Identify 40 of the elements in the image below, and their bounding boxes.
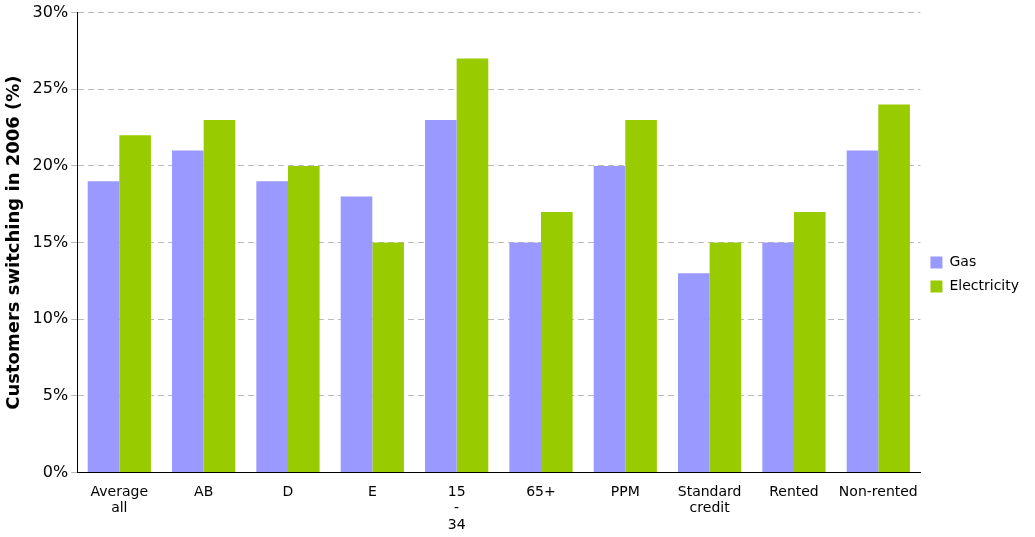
bar — [678, 273, 710, 473]
x-tick-label: AB — [194, 482, 214, 499]
bar — [709, 242, 742, 473]
bar — [878, 104, 910, 473]
y-axis-title: Customers switching in 2006 (%) — [2, 75, 24, 410]
y-tick-label: 15% — [32, 231, 69, 251]
x-tick-label: 15 - 34 — [447, 482, 466, 533]
legend-label: Electricity — [949, 277, 1019, 294]
bar — [256, 181, 288, 473]
x-tick-label: Rented — [769, 482, 819, 499]
y-tick-label: 0% — [42, 461, 69, 481]
x-tick-label: 65+ — [526, 482, 556, 499]
bar — [540, 211, 573, 473]
legend-label: Gas — [949, 253, 977, 270]
bar — [456, 58, 489, 473]
bar — [762, 242, 794, 473]
bar — [625, 119, 657, 473]
x-tick-label: Average all — [90, 482, 149, 516]
bar — [372, 242, 404, 473]
y-tick-label: 25% — [32, 78, 69, 98]
bar — [793, 211, 826, 473]
bar — [846, 150, 879, 473]
x-tick-label: D — [282, 482, 294, 499]
bar — [425, 119, 457, 473]
y-tick-label: 30% — [32, 1, 69, 21]
bar — [119, 135, 151, 473]
x-tick-label: PPM — [610, 482, 640, 499]
y-tick-label: 10% — [32, 308, 69, 328]
y-tick-label: 5% — [42, 385, 69, 405]
bar — [509, 242, 541, 473]
x-tick-label: E — [367, 482, 377, 499]
bar — [172, 150, 204, 473]
x-tick-label: Non-rented — [838, 482, 918, 499]
bar — [593, 165, 626, 473]
bar — [203, 119, 236, 473]
bar — [87, 181, 120, 473]
y-tick-label: 20% — [32, 155, 69, 175]
x-tick-label: Standard credit — [677, 482, 742, 516]
bar — [340, 196, 373, 473]
bar — [287, 165, 320, 473]
